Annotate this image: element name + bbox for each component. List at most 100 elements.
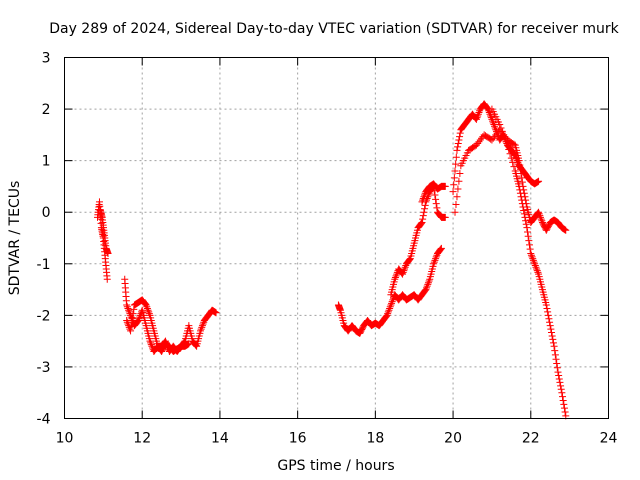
- y-tick-label: -3: [37, 360, 51, 376]
- data-point: [516, 186, 524, 194]
- data-point: [524, 232, 532, 240]
- data-point: [421, 191, 429, 199]
- data-point: [127, 323, 135, 331]
- data-point: [500, 131, 508, 139]
- data-point: [535, 210, 543, 218]
- data-point: [143, 304, 151, 312]
- x-tick-label: 12: [133, 431, 151, 447]
- data-point: [383, 311, 391, 319]
- data-point: [144, 306, 152, 314]
- data-point: [453, 193, 461, 201]
- data-point: [548, 329, 556, 337]
- data-point: [489, 117, 497, 125]
- data-point: [454, 139, 462, 147]
- data-point: [536, 212, 544, 220]
- data-point: [525, 237, 533, 245]
- data-point: [432, 200, 440, 208]
- data-point: [399, 270, 407, 278]
- data-point: [474, 112, 482, 120]
- data-point: [557, 382, 565, 390]
- data-point: [556, 378, 564, 386]
- data-point: [553, 364, 561, 372]
- data-point: [557, 385, 565, 393]
- data-point: [454, 143, 462, 151]
- data-point: [485, 107, 493, 115]
- data-point: [509, 158, 517, 166]
- data-point: [551, 351, 559, 359]
- data-point: [510, 163, 518, 171]
- data-point: [552, 355, 560, 363]
- data-point: [456, 133, 464, 141]
- data-point: [422, 286, 430, 294]
- data-point: [138, 308, 146, 316]
- data-point: [542, 301, 550, 309]
- data-point: [452, 153, 460, 161]
- data-point: [391, 274, 399, 282]
- data-point: [421, 201, 429, 209]
- data-point: [388, 298, 396, 306]
- data-point: [528, 253, 536, 261]
- data-point: [530, 258, 538, 266]
- y-tick-label: 2: [42, 102, 51, 118]
- data-point: [441, 213, 449, 221]
- data-point: [450, 181, 458, 189]
- data-point: [507, 154, 515, 162]
- data-point: [127, 327, 135, 335]
- data-point: [147, 341, 155, 349]
- data-point: [212, 309, 220, 317]
- data-point: [527, 251, 535, 259]
- data-point: [518, 174, 526, 182]
- data-point: [537, 213, 544, 221]
- data-point: [555, 372, 563, 380]
- axis-ticks: [64, 57, 609, 419]
- data-point: [432, 195, 440, 203]
- data-point: [559, 393, 567, 401]
- data-point: [136, 313, 144, 321]
- x-tick-label: 14: [211, 431, 229, 447]
- data-point: [491, 122, 499, 130]
- data-point: [549, 335, 557, 343]
- data-point: [516, 161, 524, 169]
- data-point: [538, 217, 546, 225]
- data-point: [516, 189, 524, 197]
- data-point: [401, 263, 409, 271]
- data-point: [423, 282, 431, 290]
- data-point: [547, 325, 555, 333]
- data-point: [497, 124, 505, 132]
- data-point: [449, 188, 457, 196]
- x-tick-label: 16: [289, 431, 307, 447]
- data-point: [489, 119, 497, 127]
- x-tick-label: 22: [522, 431, 540, 447]
- data-point: [198, 322, 206, 330]
- data-point: [522, 217, 530, 225]
- data-point: [143, 303, 151, 311]
- plot-frame: [64, 57, 609, 419]
- series-segment-4c: [488, 105, 570, 420]
- data-point: [420, 193, 428, 201]
- data-point: [455, 177, 463, 185]
- data-point: [437, 244, 445, 252]
- data-point: [134, 317, 142, 325]
- data-point: [558, 389, 566, 397]
- data-point: [515, 182, 523, 190]
- data-point: [524, 228, 532, 236]
- data-point: [104, 249, 112, 257]
- data-point: [529, 256, 537, 264]
- data-point: [546, 322, 554, 330]
- data-point: [537, 215, 545, 223]
- data-point: [123, 303, 131, 311]
- data-point: [472, 115, 480, 123]
- data-point: [533, 265, 541, 273]
- data-point: [487, 112, 495, 120]
- data-point: [532, 263, 540, 271]
- data-point: [418, 219, 426, 227]
- data-point: [198, 323, 206, 331]
- data-point: [545, 315, 553, 323]
- data-point: [555, 375, 563, 383]
- y-tick-label: -1: [37, 257, 51, 273]
- data-point: [535, 208, 543, 216]
- data-point: [103, 275, 111, 283]
- data-point: [522, 220, 530, 228]
- data-point: [123, 301, 131, 309]
